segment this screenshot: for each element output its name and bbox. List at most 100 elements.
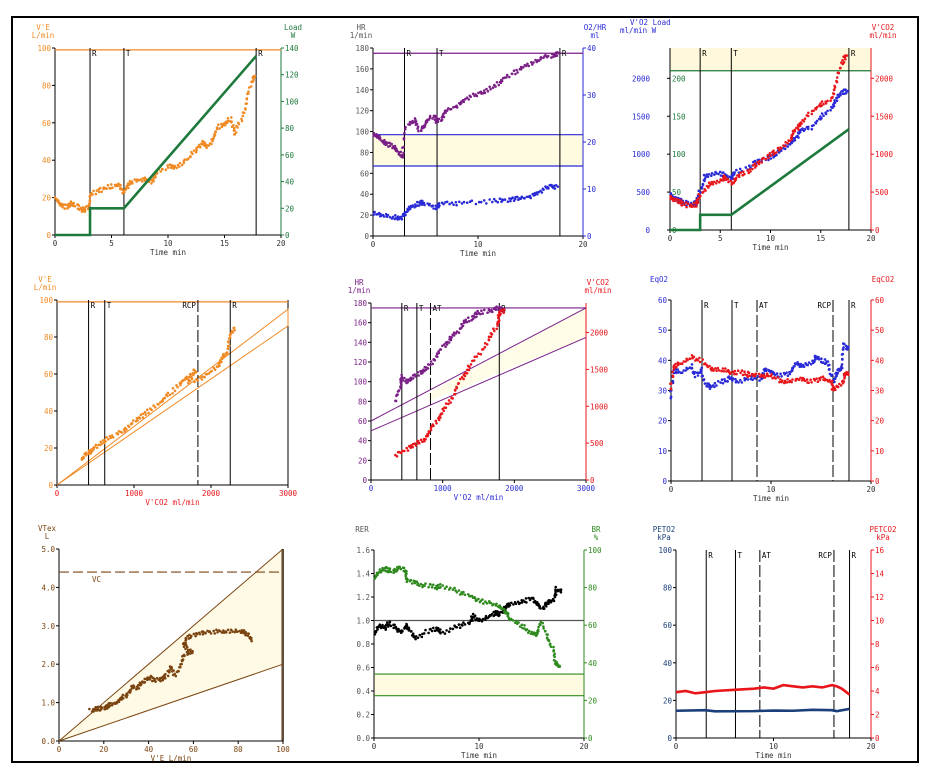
data-point [400, 215, 403, 219]
y-right-tick-label: 30 [875, 387, 885, 396]
data-point [419, 582, 423, 586]
data-point [411, 632, 415, 635]
data-point [477, 200, 481, 204]
y-right-tick-label: 16 [875, 546, 885, 555]
x-tick-label: 40 [144, 745, 154, 754]
data-point [460, 101, 463, 105]
data-point [812, 109, 815, 112]
data-point [488, 198, 492, 201]
data-point [453, 586, 456, 590]
data-point [790, 369, 794, 373]
data-point [706, 175, 710, 179]
data-point [406, 449, 410, 452]
data-point [164, 672, 167, 676]
data-point [402, 151, 405, 155]
data-point [172, 669, 175, 672]
y-right-tick-label: 0 [875, 477, 880, 486]
data-point [441, 407, 445, 411]
data-point [679, 199, 683, 202]
data-point [490, 612, 494, 616]
data-point [554, 585, 557, 589]
data-point [776, 376, 780, 379]
data-point [116, 432, 120, 436]
data-point [242, 111, 246, 115]
y-right-tick-label: 40 [875, 356, 885, 365]
data-point [508, 75, 511, 79]
data-point [828, 363, 831, 367]
data-point [739, 378, 742, 382]
data-point [166, 391, 170, 395]
data-point [63, 207, 66, 210]
data-point [524, 597, 528, 600]
data-point [544, 53, 547, 57]
data-point [469, 363, 473, 366]
data-point [92, 710, 95, 713]
panel-p6: 0 10 20 Time min 0 10 20 30 40 50 60 EqO2 0 10 20 30 40 5… [650, 275, 894, 503]
data-point [427, 363, 430, 366]
data-point [143, 680, 147, 684]
data-point [700, 366, 704, 370]
data-point [686, 358, 689, 362]
y-tick-label: 30 [658, 387, 668, 396]
data-point [389, 570, 393, 574]
data-point [819, 102, 822, 105]
data-point [191, 372, 194, 376]
y-tick-label: 80 [663, 584, 673, 593]
y-tick-label: 5.0 [41, 545, 55, 554]
data-point [170, 666, 173, 670]
data-point [836, 371, 840, 375]
data-point [820, 104, 823, 108]
y-tick-label: 0.6 [356, 664, 370, 673]
data-point [171, 387, 175, 390]
data-point [409, 378, 413, 382]
data-point [439, 348, 443, 351]
x-tick-label: 3000 [279, 489, 298, 498]
data-point [437, 351, 441, 355]
event-marker-label: T [126, 49, 131, 58]
data-point [722, 178, 726, 181]
data-point [515, 619, 518, 623]
data-point [538, 604, 541, 608]
data-point [381, 623, 384, 627]
data-point [88, 198, 92, 202]
data-point [702, 378, 706, 381]
y-right-title: V'CO2 [872, 23, 895, 32]
data-point [411, 204, 415, 207]
data-point [184, 647, 187, 651]
data-point [57, 199, 60, 202]
data-point [394, 625, 398, 629]
data-point [401, 630, 404, 633]
y-right-tick-label: 20 [285, 204, 295, 213]
data-point [735, 168, 738, 172]
data-point [479, 352, 483, 356]
data-point [103, 440, 107, 443]
data-point [458, 593, 462, 596]
data-point [817, 355, 820, 359]
y-tick-label: 10 [658, 447, 668, 456]
data-point [428, 202, 431, 206]
x-tick-label: 20 [99, 745, 109, 754]
data-point [786, 142, 789, 145]
data-point [475, 355, 479, 358]
data-point [178, 161, 182, 165]
data-point [681, 201, 685, 204]
data-point [442, 202, 445, 206]
data-point [822, 114, 825, 117]
data-point [841, 59, 844, 62]
event-marker-label: R [258, 49, 263, 58]
y-right-tick-label: 500 [875, 188, 889, 197]
data-point [481, 312, 485, 315]
data-point [164, 168, 168, 171]
data-point [225, 631, 228, 634]
data-point [385, 621, 389, 624]
data-point [445, 109, 449, 112]
data-point [552, 645, 555, 649]
y-right-tick-label: 40 [587, 44, 597, 53]
y-right-tick-label: 60 [285, 151, 295, 160]
data-point [528, 194, 532, 198]
data-point [832, 92, 836, 96]
data-point [525, 195, 529, 199]
panel-p3: 0 5 10 15 20 Time min 0 500 1000 1500 2000 0 50 100 15… [620, 18, 897, 252]
data-point [397, 389, 401, 392]
data-point [473, 614, 477, 617]
